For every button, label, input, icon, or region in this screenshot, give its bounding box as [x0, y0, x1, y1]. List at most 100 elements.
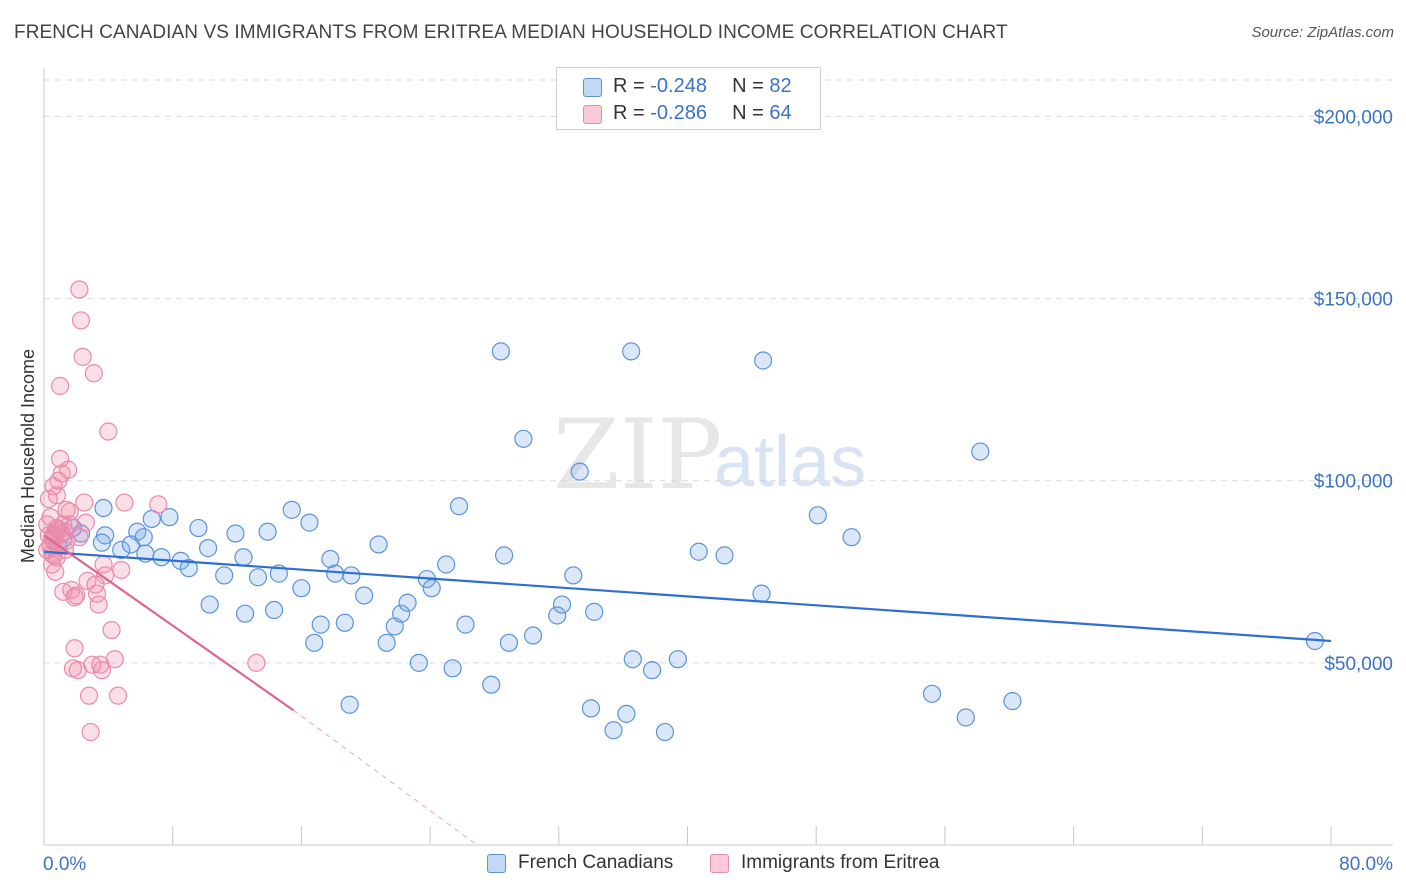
bottom-legend: French Canadians Immigrants from Eritrea: [0, 851, 1406, 877]
trend-line-french-canadians: [43, 550, 1332, 643]
x-tick-label-min: 0.0%: [43, 854, 86, 875]
point-french-canadians: [643, 661, 662, 680]
point-french-canadians: [617, 704, 636, 723]
point-eritrea: [112, 560, 131, 580]
point-french-canadians: [335, 613, 354, 632]
legend-r-label: R =: [613, 102, 651, 124]
point-french-canadians: [152, 548, 171, 567]
point-eritrea: [73, 347, 92, 366]
point-eritrea: [52, 464, 71, 483]
point-french-canadians: [112, 540, 131, 560]
point-french-canadians: [311, 615, 330, 634]
point-eritrea: [60, 502, 79, 521]
point-eritrea: [50, 376, 70, 396]
legend-n-label: N =: [732, 75, 770, 97]
point-eritrea: [96, 566, 115, 585]
point-french-canadians: [552, 595, 572, 614]
point-french-canadians: [655, 722, 675, 742]
point-eritrea: [105, 650, 124, 669]
legend-r-value: -0.248: [650, 75, 707, 97]
point-french-canadians: [514, 429, 533, 448]
point-french-canadians: [623, 650, 642, 669]
point-eritrea: [54, 582, 73, 601]
y-tick-label: $100,000: [1314, 472, 1393, 493]
point-french-canadians: [491, 342, 510, 361]
point-french-canadians: [321, 549, 340, 569]
legend: R = -0.248 N = 82 R = -0.286 N = 64: [556, 67, 821, 130]
chart-title: FRENCH CANADIAN VS IMMIGRANTS FROM ERITR…: [14, 22, 1008, 43]
point-french-canadians: [689, 542, 708, 561]
point-french-canadians: [548, 606, 567, 625]
point-french-canadians: [282, 500, 301, 519]
point-french-canadians: [377, 633, 396, 652]
point-french-canadians: [92, 533, 112, 552]
point-eritrea: [44, 546, 63, 565]
point-french-canadians: [369, 535, 388, 554]
bottom-legend-label: French Canadians: [518, 852, 674, 873]
x-tick-label-max: 80.0%: [1339, 854, 1393, 875]
point-french-canadians: [235, 604, 255, 623]
point-eritrea: [41, 508, 60, 527]
y-tick-label: $150,000: [1314, 290, 1393, 311]
point-french-canadians: [922, 684, 942, 703]
legend-swatch-pink: [583, 105, 602, 124]
point-french-canadians: [752, 584, 771, 603]
point-french-canadians: [604, 721, 623, 740]
point-french-canadians: [409, 653, 428, 672]
legend-n-value: 64: [769, 102, 792, 124]
point-french-canadians: [340, 695, 359, 714]
point-french-canadians: [808, 506, 827, 525]
point-french-canadians: [842, 528, 861, 547]
point-eritrea: [79, 686, 99, 705]
point-french-canadians: [326, 564, 345, 583]
point-french-canadians: [398, 593, 417, 612]
point-french-canadians: [668, 650, 687, 669]
point-french-canadians: [570, 462, 589, 481]
bottom-legend-swatch-blue: [487, 854, 506, 873]
axes: [43, 68, 1393, 846]
point-french-canadians: [437, 555, 456, 574]
point-french-canadians: [564, 566, 583, 585]
point-french-canadians: [499, 633, 519, 652]
y-axis-title: Median Household Income: [18, 349, 38, 563]
point-french-canadians: [355, 586, 374, 605]
legend-r-label: R =: [613, 75, 651, 97]
point-french-canadians: [422, 579, 441, 598]
point-eritrea: [39, 489, 58, 509]
grid-lines: [44, 79, 1393, 664]
point-french-canadians: [523, 626, 543, 645]
point-eritrea: [92, 661, 112, 680]
point-french-canadians: [956, 708, 975, 727]
point-french-canadians: [189, 518, 208, 538]
point-eritrea: [75, 493, 94, 512]
point-eritrea: [89, 595, 108, 614]
legend-n-value: 82: [769, 75, 792, 97]
point-french-canadians: [449, 497, 469, 516]
point-french-canadians: [581, 699, 601, 718]
point-french-canadians: [305, 633, 324, 652]
point-eritrea: [57, 500, 76, 519]
chart-source: Source: ZipAtlas.com: [1251, 24, 1394, 41]
legend-swatch-blue: [583, 78, 602, 97]
trend-line-eritrea: [43, 534, 294, 712]
trend-line-eritrea-extension: [293, 709, 478, 846]
point-french-canadians: [585, 602, 604, 621]
point-french-canadians: [234, 548, 253, 567]
point-eritrea: [149, 495, 168, 514]
point-eritrea: [70, 280, 89, 299]
point-french-canadians: [456, 615, 475, 634]
point-eritrea: [70, 528, 89, 547]
bottom-legend-label: Immigrants from Eritrea: [741, 852, 940, 873]
watermark-zip: ZIP: [553, 399, 722, 511]
point-french-canadians: [292, 579, 311, 598]
point-french-canadians: [248, 568, 268, 587]
data-points: [38, 280, 1325, 742]
point-eritrea: [65, 639, 84, 658]
point-eritrea: [84, 364, 103, 383]
tick-labels: $50,000 $100,000 $150,000 $200,000 0.0% 80.0%: [43, 107, 1393, 875]
point-french-canadians: [300, 513, 319, 532]
point-eritrea: [115, 493, 134, 512]
point-french-canadians: [495, 546, 514, 565]
y-tick-label: $200,000: [1314, 107, 1393, 128]
